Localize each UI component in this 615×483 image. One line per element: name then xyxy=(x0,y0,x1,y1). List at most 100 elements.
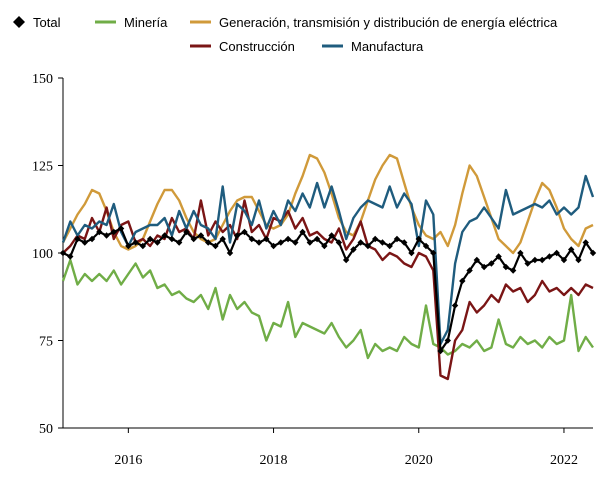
data-point-total xyxy=(546,253,553,260)
x-tick-label: 2016 xyxy=(114,453,142,468)
data-point-total xyxy=(81,239,88,246)
data-point-total xyxy=(401,239,408,246)
legend-item-total: Total xyxy=(13,15,61,30)
legend-label-energia: Generación, transmisión y distribución d… xyxy=(219,15,558,30)
data-point-total xyxy=(59,249,67,257)
data-point-total xyxy=(357,239,364,246)
series-line-mineria xyxy=(61,258,594,360)
series-line-generacion-transmision-y xyxy=(61,153,594,255)
data-point-total xyxy=(197,232,205,239)
axes: 50 75 100 125 150 2016 2018 2020 2022 xyxy=(32,72,593,468)
data-point-total xyxy=(430,249,437,257)
legend-label-construccion: Construcción xyxy=(219,39,295,54)
legend-item-manufactura: Manufactura xyxy=(322,39,424,54)
data-point-total xyxy=(183,228,190,236)
series-manufactura xyxy=(61,174,595,346)
data-point-total xyxy=(255,239,263,246)
data-point-total xyxy=(284,235,292,243)
data-point-total xyxy=(589,249,597,257)
legend-label-total: Total xyxy=(33,15,61,30)
data-point-total xyxy=(226,249,234,257)
y-tick-label: 100 xyxy=(32,247,53,262)
legend-item-mineria: Minería xyxy=(95,15,168,30)
data-point-total xyxy=(473,256,481,264)
data-point-total xyxy=(139,242,147,250)
data-point-total xyxy=(154,239,161,246)
data-point-total xyxy=(74,235,81,243)
data-point-total xyxy=(531,256,539,264)
data-point-total xyxy=(117,225,125,232)
y-tick-label: 75 xyxy=(39,335,53,350)
x-tick-label: 2018 xyxy=(260,453,288,468)
data-point-total xyxy=(161,232,168,239)
data-point-total xyxy=(205,239,212,246)
data-point-total xyxy=(415,235,422,243)
data-point-total xyxy=(175,239,183,246)
series-line-manufactura xyxy=(61,174,595,346)
data-point-total xyxy=(212,242,219,250)
data-point-total xyxy=(553,249,560,257)
data-point-total xyxy=(480,263,488,271)
data-point-total xyxy=(459,277,466,285)
data-point-total xyxy=(444,337,451,344)
data-point-total xyxy=(306,239,314,246)
y-tick-label: 50 xyxy=(39,422,53,437)
data-point-total xyxy=(277,239,285,246)
data-point-total xyxy=(437,347,444,355)
data-point-total xyxy=(110,228,118,236)
data-point-total xyxy=(132,239,139,246)
data-point-total xyxy=(328,232,335,239)
data-point-total xyxy=(190,235,197,243)
legend-item-energia: Generación, transmisión y distribución d… xyxy=(190,15,558,30)
data-point-total xyxy=(495,253,502,260)
x-tick-label: 2020 xyxy=(405,453,433,468)
series-construccion xyxy=(62,199,594,381)
data-point-total xyxy=(67,253,74,260)
data-point-total xyxy=(313,235,321,243)
data-point-total xyxy=(96,228,103,236)
data-point-total xyxy=(393,235,401,243)
series-total xyxy=(59,225,597,355)
data-point-total xyxy=(379,239,386,246)
data-point-total xyxy=(292,239,299,246)
legend-label-manufactura: Manufactura xyxy=(351,39,424,54)
data-point-total xyxy=(560,256,568,264)
data-point-total xyxy=(451,302,459,309)
series-line-construccion xyxy=(62,199,594,381)
data-point-total xyxy=(234,232,241,239)
x-tick-label: 2022 xyxy=(550,453,578,468)
data-point-total xyxy=(342,256,350,264)
y-tick-label: 125 xyxy=(32,160,53,175)
data-point-total xyxy=(371,235,379,243)
data-point-total xyxy=(248,235,255,243)
data-point-total xyxy=(568,246,575,253)
data-point-total xyxy=(350,246,357,253)
y-tick-label: 150 xyxy=(32,72,53,87)
data-point-total xyxy=(241,228,248,236)
data-point-total xyxy=(575,256,582,264)
data-point-total xyxy=(88,235,96,243)
data-point-total xyxy=(263,235,270,243)
data-point-total xyxy=(364,242,372,250)
data-point-total xyxy=(408,249,415,257)
data-point-total xyxy=(335,239,343,246)
data-point-total xyxy=(502,263,510,271)
data-point-total xyxy=(125,242,132,250)
data-point-total xyxy=(517,249,524,257)
legend-marker-total xyxy=(13,16,25,28)
series-generacion-transmision-y xyxy=(61,153,594,255)
data-point-total xyxy=(386,242,393,250)
plot-area xyxy=(59,153,597,381)
data-point-total xyxy=(509,267,517,274)
data-point-total xyxy=(524,260,531,267)
legend-label-mineria: Minería xyxy=(124,15,168,30)
data-point-total xyxy=(466,267,473,274)
data-point-total xyxy=(270,242,277,250)
data-point-total xyxy=(219,235,226,243)
data-point-total xyxy=(168,235,176,243)
data-point-total xyxy=(538,256,546,264)
data-point-total xyxy=(299,228,306,236)
data-point-total xyxy=(321,242,328,250)
data-point-total xyxy=(488,260,495,267)
